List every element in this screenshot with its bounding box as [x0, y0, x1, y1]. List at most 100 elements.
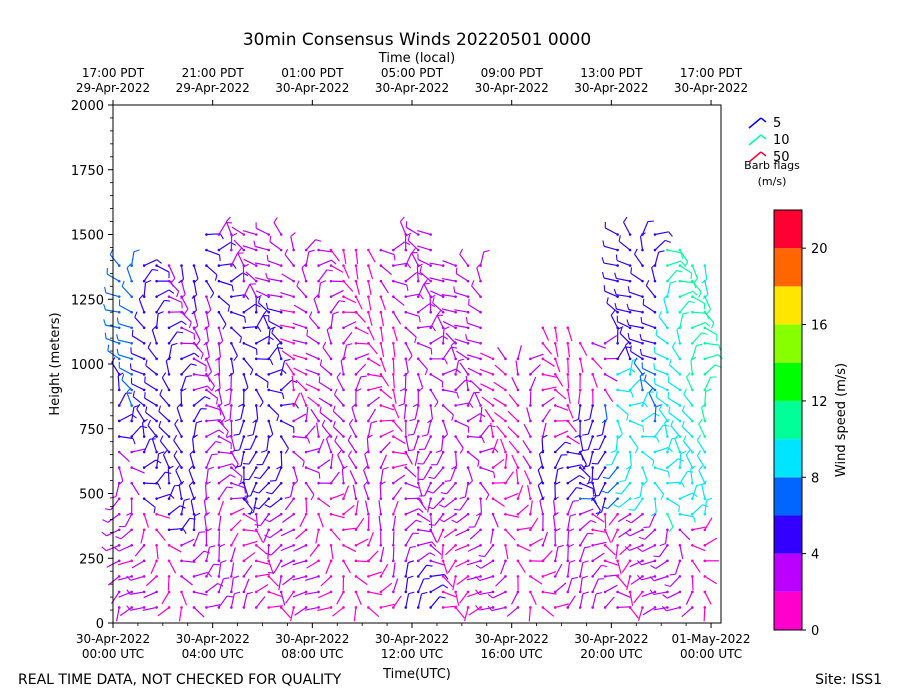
wind-barb	[506, 606, 519, 617]
wind-barb-base	[641, 233, 644, 236]
wind-barb	[567, 358, 569, 373]
wind-barb-base	[429, 310, 433, 314]
wind-barb-base	[691, 279, 694, 283]
wind-barb-base	[479, 481, 482, 485]
wind-barb	[679, 492, 693, 500]
wind-barb-base	[404, 279, 408, 283]
wind-barb	[343, 280, 354, 292]
wind-barb-base	[429, 264, 433, 267]
wind-barb	[479, 606, 494, 611]
wind-barb-flag	[175, 465, 180, 471]
wind-barb-base	[529, 481, 532, 485]
wind-barb	[218, 222, 227, 235]
wind-barb-base	[703, 341, 707, 345]
wind-barb	[289, 607, 295, 622]
wind-barb	[617, 368, 631, 375]
wind-barb	[603, 245, 618, 251]
wind-barb-flag	[398, 403, 405, 407]
wind-barb-flag	[265, 552, 272, 556]
wind-barb-flag	[429, 552, 436, 557]
wind-barb	[380, 312, 385, 327]
wind-barb-flag	[475, 604, 480, 611]
wind-barb-flag	[613, 288, 617, 295]
wind-barb	[683, 393, 693, 406]
wind-barb-flag	[306, 329, 309, 336]
wind-barb-base	[541, 373, 545, 376]
wind-barb	[156, 513, 171, 519]
wind-barb-flag	[217, 583, 224, 587]
wind-barb-base	[529, 575, 532, 578]
wind-barb-base	[529, 373, 532, 376]
wind-barb	[262, 314, 270, 328]
wind-barb	[238, 420, 245, 435]
wind-barb	[554, 563, 563, 577]
wind-barb-base	[292, 388, 295, 392]
wind-barb-base	[142, 575, 146, 578]
wind-barb-base	[429, 341, 433, 345]
wind-barb-base	[566, 450, 570, 454]
wind-barb-base	[616, 388, 619, 392]
wind-barb-base	[230, 544, 233, 547]
wind-barb-flag	[326, 269, 333, 272]
wind-barb	[315, 529, 320, 544]
wind-barb	[690, 469, 693, 484]
wind-barb-flag	[273, 217, 278, 223]
wind-barb-base	[666, 388, 669, 392]
wind-barb	[318, 249, 333, 253]
wind-barb-base	[292, 279, 295, 283]
colorbar-bin	[774, 553, 802, 592]
wind-barb	[393, 262, 408, 267]
wind-barb-base	[429, 559, 433, 563]
wind-barb	[380, 469, 384, 484]
wind-barb-flag	[671, 341, 676, 348]
wind-barb-base	[242, 341, 246, 345]
wind-barb-base	[217, 606, 221, 609]
wind-barb-flag	[586, 481, 593, 485]
wind-barb-base	[429, 373, 433, 376]
wind-barb-flag	[419, 498, 424, 504]
wind-barb	[295, 379, 307, 391]
wind-barb	[494, 364, 506, 375]
wind-barb	[165, 360, 170, 375]
wind-barb	[318, 514, 324, 528]
wind-barb	[542, 606, 555, 617]
wind-barb-base	[678, 544, 682, 547]
wind-barb	[181, 311, 192, 323]
wind-barb-base	[130, 606, 133, 609]
wind-barb	[505, 492, 519, 500]
wind-barb-base	[217, 264, 221, 267]
wind-barb	[690, 360, 693, 375]
wind-barb-flag	[192, 325, 199, 331]
wind-barb-base	[155, 419, 158, 423]
wind-barb-flag	[214, 274, 218, 281]
wind-barb	[230, 358, 235, 373]
wind-barb	[541, 438, 544, 453]
wind-barb-flag	[456, 392, 460, 399]
wind-barb	[193, 296, 198, 311]
wind-barb-base	[167, 559, 171, 563]
wind-barb	[417, 578, 425, 593]
wind-barb-base	[678, 450, 682, 454]
wind-barb-base	[541, 606, 545, 609]
wind-barb	[466, 354, 481, 360]
wind-barb	[629, 291, 643, 298]
wind-barb-flag	[428, 523, 435, 526]
wind-barb-base	[516, 481, 520, 485]
wind-barb-flag	[625, 519, 632, 524]
wind-barb-base	[703, 373, 707, 376]
wind-barb-base	[292, 575, 295, 578]
wind-barb-base	[130, 310, 133, 314]
wind-barb	[510, 591, 519, 605]
wind-barb-base	[653, 295, 657, 298]
wind-barb	[579, 451, 587, 465]
wind-barb-flag	[109, 249, 114, 256]
wind-barb-flag	[568, 528, 575, 532]
wind-barb-flag	[442, 584, 449, 589]
wind-barb	[292, 575, 307, 581]
wind-barb-flag	[247, 434, 254, 437]
wind-barb-base	[217, 575, 221, 578]
wind-barb-base	[155, 559, 158, 563]
wind-barb-base	[653, 264, 657, 267]
wind-barb-base	[254, 512, 258, 516]
wind-barb	[320, 575, 332, 587]
